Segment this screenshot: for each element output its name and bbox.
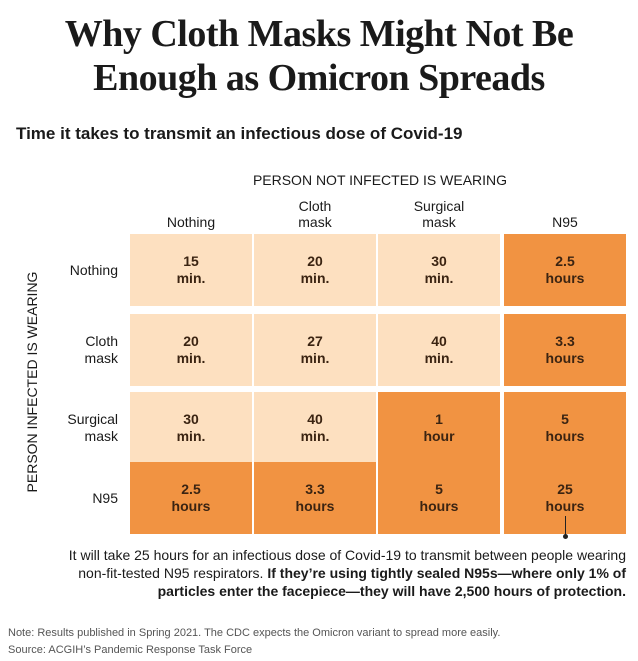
chart-title: Why Cloth Masks Might Not Be Enough as O… bbox=[0, 12, 638, 100]
row-header-line: mask bbox=[84, 428, 118, 444]
column-header-surgical-mask: Surgical mask bbox=[378, 194, 500, 230]
chart-subtitle: Time it takes to transmit an infectious … bbox=[16, 124, 463, 143]
cell-n95-x-cloth-mask: 3.3 hours bbox=[254, 462, 376, 534]
column-header-line: mask bbox=[298, 214, 332, 230]
callout-line-3: particles enter the facepiece—they will … bbox=[157, 583, 626, 599]
cell-value: 27 bbox=[307, 333, 323, 349]
cell-cloth-mask-x-surgical-mask: 40 min. bbox=[378, 314, 500, 386]
cell-nothing-x-nothing: 15 min. bbox=[130, 234, 252, 306]
cell-n95-x-nothing: 2.5 hours bbox=[130, 462, 252, 534]
column-header-cloth-mask: Cloth mask bbox=[254, 194, 376, 230]
cell-surgical-mask-x-surgical-mask: 1 hour bbox=[378, 392, 500, 464]
callout-line-1: It will take 25 hours for an infectious … bbox=[68, 547, 626, 563]
callout-pointer-line bbox=[565, 516, 566, 536]
column-header-line: mask bbox=[422, 214, 456, 230]
row-header-line: Nothing bbox=[69, 261, 118, 278]
callout-line-2: non-fit-tested N95 respirators. If they’… bbox=[16, 564, 626, 582]
cell-cloth-mask-x-cloth-mask: 27 min. bbox=[254, 314, 376, 386]
cell-unit: min. bbox=[176, 270, 206, 286]
cell-cloth-mask-x-n95: 3.3 hours bbox=[504, 314, 626, 386]
cell-nothing-x-n95: 2.5 hours bbox=[504, 234, 626, 306]
cell-value: 5 bbox=[435, 481, 443, 497]
cell-unit: hours bbox=[545, 498, 585, 514]
row-header-line: Surgical bbox=[67, 411, 118, 427]
cell-value: 40 bbox=[431, 333, 447, 349]
cell-value: 20 bbox=[183, 333, 199, 349]
footer: Note: Results published in Spring 2021. … bbox=[8, 625, 500, 659]
column-header-line: Nothing bbox=[166, 214, 216, 230]
cell-unit: hours bbox=[171, 498, 211, 514]
column-header-line: N95 bbox=[552, 214, 578, 230]
row-header-nothing: Nothing bbox=[52, 234, 118, 306]
cell-unit: hours bbox=[545, 350, 585, 366]
cell-value: 30 bbox=[183, 411, 199, 427]
cell-value: 2.5 bbox=[555, 253, 575, 269]
cell-unit: hours bbox=[295, 498, 335, 514]
cell-surgical-mask-x-cloth-mask: 40 min. bbox=[254, 392, 376, 464]
cell-value: 3.3 bbox=[305, 481, 325, 497]
cell-value: 5 bbox=[561, 411, 569, 427]
cell-unit: hour bbox=[423, 428, 455, 444]
column-header-nothing: Nothing bbox=[130, 194, 252, 230]
cell-n95-x-surgical-mask: 5 hours bbox=[378, 462, 500, 534]
row-header-line: Cloth bbox=[85, 333, 118, 349]
column-header-line: Cloth bbox=[298, 198, 332, 214]
row-header-line: mask bbox=[84, 350, 118, 366]
cell-value: 20 bbox=[307, 253, 323, 269]
row-header-surgical-mask: Surgical mask bbox=[52, 392, 118, 464]
cell-value: 25 bbox=[557, 481, 573, 497]
cell-surgical-mask-x-nothing: 30 min. bbox=[130, 392, 252, 464]
cell-nothing-x-surgical-mask: 30 min. bbox=[378, 234, 500, 306]
cell-value: 2.5 bbox=[181, 481, 201, 497]
row-header-n95: N95 bbox=[52, 462, 118, 534]
column-header-n95: N95 bbox=[504, 194, 626, 230]
cell-unit: min. bbox=[300, 428, 330, 444]
callout-line-2-bold: If they’re using tightly sealed N95s—whe… bbox=[267, 565, 626, 581]
callout-text: It will take 25 hours for an infectious … bbox=[16, 546, 626, 600]
cell-unit: hours bbox=[545, 428, 585, 444]
cell-unit: hours bbox=[545, 270, 585, 286]
column-axis-title: PERSON NOT INFECTED IS WEARING bbox=[252, 172, 508, 188]
cell-unit: min. bbox=[176, 428, 206, 444]
cell-unit: min. bbox=[300, 270, 330, 286]
row-header-cloth-mask: Cloth mask bbox=[52, 314, 118, 386]
row-axis-title: PERSON INFECTED IS WEARING bbox=[24, 271, 40, 493]
cell-cloth-mask-x-nothing: 20 min. bbox=[130, 314, 252, 386]
cell-unit: min. bbox=[300, 350, 330, 366]
cell-unit: min. bbox=[176, 350, 206, 366]
cell-unit: min. bbox=[424, 270, 454, 286]
cell-surgical-mask-x-n95: 5 hours bbox=[504, 392, 626, 464]
row-header-line: N95 bbox=[92, 489, 118, 506]
cell-value: 40 bbox=[307, 411, 323, 427]
column-header-line: Surgical bbox=[413, 198, 465, 214]
cell-nothing-x-cloth-mask: 20 min. bbox=[254, 234, 376, 306]
cell-unit: hours bbox=[419, 498, 459, 514]
footer-source: Source: ACGIH’s Pandemic Response Task F… bbox=[8, 644, 253, 656]
cell-value: 3.3 bbox=[555, 333, 575, 349]
callout-line-2-regular: non-fit-tested N95 respirators. bbox=[78, 565, 268, 581]
title-line-2: Enough as Omicron Spreads bbox=[93, 57, 545, 99]
cell-value: 1 bbox=[435, 411, 443, 427]
cell-value: 30 bbox=[431, 253, 447, 269]
cell-unit: min. bbox=[424, 350, 454, 366]
callout-pointer-dot bbox=[563, 534, 568, 539]
footer-note: Note: Results published in Spring 2021. … bbox=[8, 627, 501, 639]
title-line-1: Why Cloth Masks Might Not Be bbox=[64, 13, 574, 55]
cell-value: 15 bbox=[183, 253, 199, 269]
